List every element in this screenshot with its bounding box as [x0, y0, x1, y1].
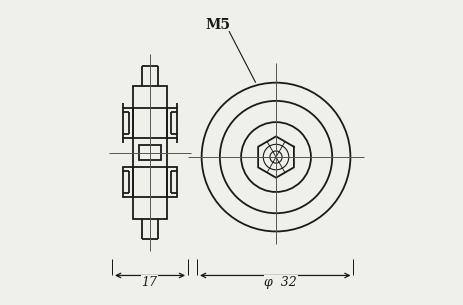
Text: φ  32: φ 32	[263, 276, 296, 289]
Bar	[139, 145, 160, 160]
Bar	[132, 86, 167, 219]
Text: M5: M5	[206, 18, 230, 32]
Text: 17: 17	[141, 276, 157, 289]
Bar	[123, 167, 176, 197]
Bar	[123, 108, 176, 138]
